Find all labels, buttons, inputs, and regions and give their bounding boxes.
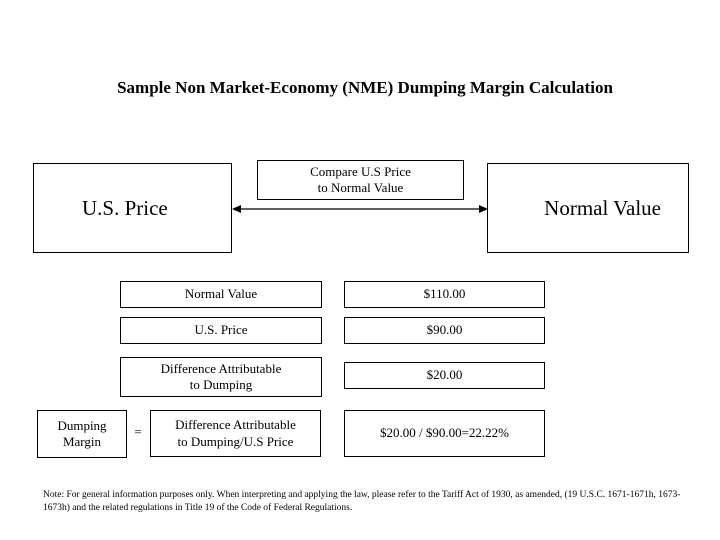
dumping-formula-box: Difference Attributable to Dumping/U.S P… <box>150 410 321 457</box>
compare-line-1: Compare U.S Price <box>310 163 411 179</box>
dumping-result-box: $20.00 / $90.00=22.22% <box>344 410 545 457</box>
equals-sign: = <box>134 424 142 439</box>
row-label-text: U.S. Price <box>194 322 248 338</box>
dumping-margin-line-1: Dumping <box>57 417 107 433</box>
dumping-result-text: $20.00 / $90.00=22.22% <box>379 425 510 441</box>
row-label-text: Normal Value <box>184 286 258 302</box>
footnote: Note: For general information purposes o… <box>43 490 681 513</box>
formula-line-2: to Dumping/U.S Price <box>177 433 294 449</box>
row-label-line-2: to Dumping <box>189 377 253 392</box>
compare-line-2: to Normal Value <box>317 180 404 195</box>
dumping-margin-box: Dumping Margin <box>37 410 127 458</box>
normal-value-label: Normal Value <box>544 195 661 220</box>
row-value-text: $90.00 <box>426 322 463 338</box>
us-price-row-label: U.S. Price <box>120 317 322 344</box>
compare-box: Compare U.S Price to Normal Value <box>257 160 464 200</box>
page-title: Sample Non Market-Economy (NME) Dumping … <box>117 78 613 97</box>
us-price-label: U.S. Price <box>82 195 168 220</box>
row-value-text: $110.00 <box>423 286 466 302</box>
difference-row-label: Difference Attributable to Dumping <box>120 357 322 397</box>
us-price-box: U.S. Price <box>33 163 232 253</box>
normal-value-box: Normal Value <box>487 163 689 253</box>
normal-value-row-value: $110.00 <box>344 281 545 308</box>
dumping-margin-line-2: Margin <box>62 434 102 449</box>
double-headed-arrow <box>232 205 488 213</box>
difference-row-value: $20.00 <box>344 362 545 389</box>
normal-value-row-label: Normal Value <box>120 281 322 308</box>
us-price-row-value: $90.00 <box>344 317 545 344</box>
row-value-text: $20.00 <box>426 367 463 383</box>
row-label-line-1: Difference Attributable <box>160 360 282 376</box>
formula-line-1: Difference Attributable <box>175 417 296 433</box>
